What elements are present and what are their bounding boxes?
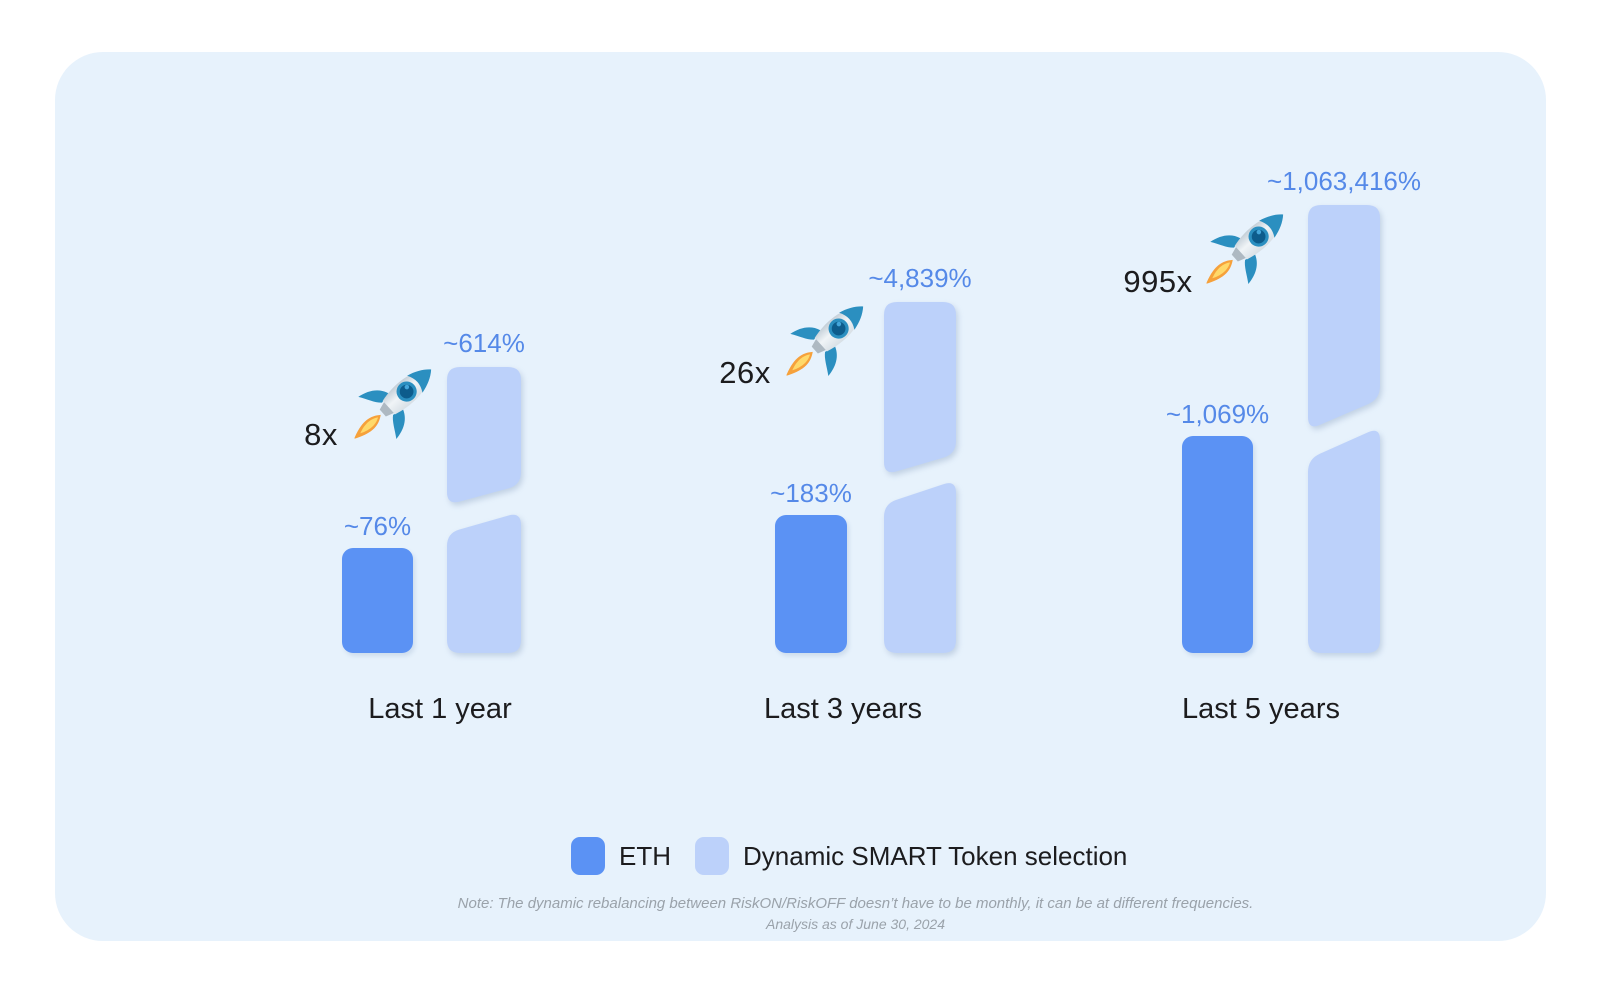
multiplier-label: 8x: [304, 417, 338, 452]
eth-bar: [342, 548, 413, 653]
legend-label-eth: ETH: [619, 840, 671, 871]
legend-swatch-smart: [695, 837, 729, 875]
rocket-icon: [1190, 192, 1300, 302]
eth-value-label: ~1,069%: [1165, 399, 1270, 429]
category-label: Last 5 years: [1182, 693, 1340, 725]
category-label: Last 3 years: [764, 693, 922, 725]
smart-value-label: ~1,063,416%: [1267, 166, 1421, 196]
eth-bar: [1182, 436, 1253, 653]
legend-label-smart: Dynamic SMART Token selection: [743, 840, 1128, 871]
smart-bar-broken: [884, 302, 956, 653]
legend-swatch-eth: [571, 837, 605, 875]
smart-bar-broken: [447, 367, 521, 653]
multiplier-label: 26x: [719, 355, 771, 390]
category-label: Last 1 year: [368, 693, 512, 725]
footnote-note: Note: The dynamic rebalancing between Ri…: [457, 895, 1254, 912]
smart-value-label: ~4,839%: [868, 263, 972, 293]
eth-bar: [775, 515, 847, 653]
rocket-icon: [770, 284, 880, 394]
legend: ETH Dynamic SMART Token selection: [571, 836, 1127, 876]
eth-value-label: ~183%: [770, 478, 852, 508]
rocket-icon: [338, 347, 448, 457]
multiplier-label: 995x: [1123, 264, 1193, 299]
smart-bar-broken: [1308, 205, 1380, 653]
footnote-analysis: Analysis as of June 30, 2024: [765, 916, 945, 932]
chart-card: 8x ~614% ~76% Last 1 year 26x ~4,839% ~1…: [55, 52, 1546, 941]
eth-value-label: ~76%: [343, 511, 412, 541]
smart-value-label: ~614%: [443, 328, 525, 358]
